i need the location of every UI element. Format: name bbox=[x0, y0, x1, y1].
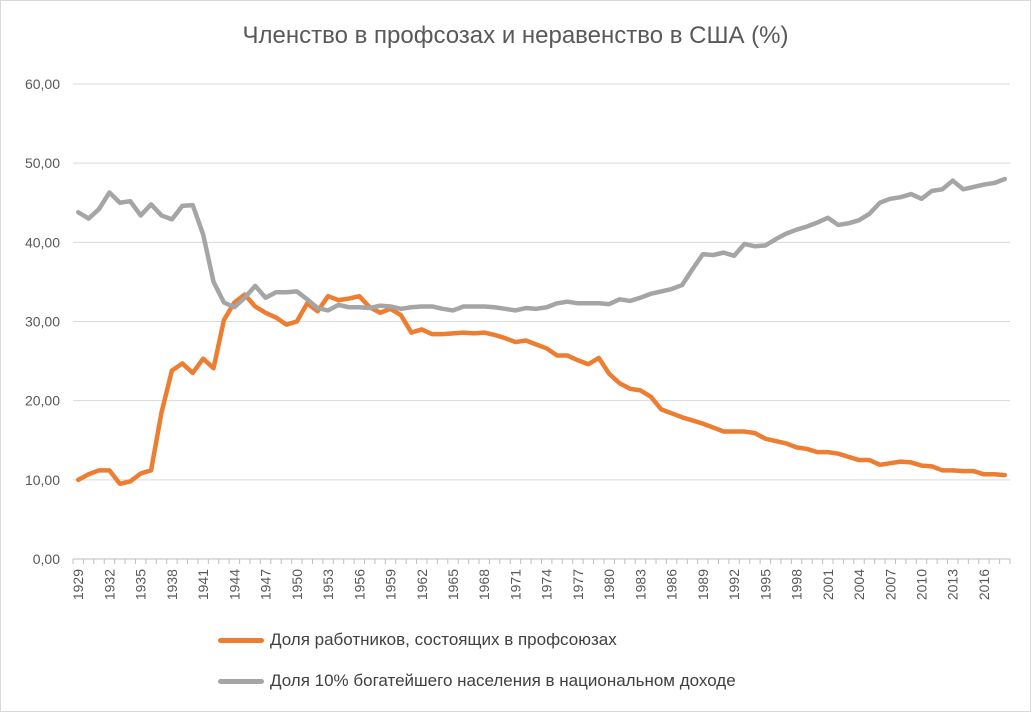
x-tick-label: 1956 bbox=[351, 569, 367, 600]
y-tick-label: 10,00 bbox=[25, 472, 60, 488]
x-tick-label: 1980 bbox=[601, 569, 617, 600]
y-axis-ticks: 0,00 10,00 20,00 30,00 40,00 50,00 60,00 bbox=[25, 76, 60, 567]
x-tick-label: 2001 bbox=[820, 569, 836, 600]
x-tick-label: 1965 bbox=[445, 569, 461, 600]
x-tick-label: 1998 bbox=[789, 569, 805, 600]
series-lines bbox=[75, 176, 1008, 487]
x-tick-label: 1983 bbox=[632, 569, 648, 600]
x-tick-label: 2016 bbox=[976, 569, 992, 600]
x-tick-label: 1944 bbox=[226, 569, 242, 600]
x-tick-label: 1971 bbox=[507, 569, 523, 600]
legend-item-union: Доля работников, состоящих в профсоюзах bbox=[218, 630, 617, 650]
series-line-union bbox=[75, 292, 1008, 487]
x-tick-label: 2010 bbox=[914, 569, 930, 600]
chart-title: Членство в профсозах и неравенство в США… bbox=[242, 22, 789, 49]
x-tick-label: 1941 bbox=[195, 569, 211, 600]
y-tick-label: 50,00 bbox=[25, 155, 60, 171]
x-axis-ticks: 1929 1932 1935 1938 1941 1944 1947 1950 1953 1956… bbox=[70, 569, 992, 600]
y-tick-label: 60,00 bbox=[25, 76, 60, 92]
legend-swatch-union bbox=[218, 637, 264, 643]
x-axis bbox=[72, 558, 1011, 564]
legend-label-union: Доля работников, состоящих в профсоюзах bbox=[270, 630, 617, 649]
y-tick-label: 0,00 bbox=[33, 551, 60, 567]
x-tick-label: 1959 bbox=[383, 569, 399, 600]
grid-lines bbox=[73, 83, 1010, 481]
x-tick-label: 2013 bbox=[945, 569, 961, 600]
x-tick-label: 2007 bbox=[882, 569, 898, 600]
x-tick-label: 1962 bbox=[414, 569, 430, 600]
y-tick-label: 20,00 bbox=[25, 393, 60, 409]
x-tick-label: 1968 bbox=[476, 569, 492, 600]
legend-label-top10: Доля 10% богатейшего населения в национа… bbox=[270, 671, 736, 690]
x-tick-label: 1950 bbox=[289, 569, 305, 600]
x-tick-label: 1929 bbox=[70, 569, 86, 600]
x-tick-label: 1986 bbox=[664, 569, 680, 600]
x-tick-label: 1974 bbox=[539, 569, 555, 600]
legend-swatch-top10 bbox=[218, 678, 264, 684]
x-tick-label: 1977 bbox=[570, 569, 586, 600]
y-tick-label: 40,00 bbox=[25, 234, 60, 250]
legend-item-top10: Доля 10% богатейшего населения в национа… bbox=[218, 671, 736, 691]
x-tick-label: 1938 bbox=[164, 569, 180, 600]
x-tick-label: 1947 bbox=[258, 569, 274, 600]
x-tick-label: 2004 bbox=[851, 569, 867, 600]
x-tick-label: 1953 bbox=[320, 569, 336, 600]
x-tick-label: 1989 bbox=[695, 569, 711, 600]
y-tick-label: 30,00 bbox=[25, 314, 60, 330]
x-tick-label: 1932 bbox=[101, 569, 117, 600]
series-line-top10 bbox=[75, 176, 1008, 313]
x-tick-label: 1992 bbox=[726, 569, 742, 600]
x-tick-label: 1935 bbox=[133, 569, 149, 600]
x-tick-label: 1995 bbox=[757, 569, 773, 600]
